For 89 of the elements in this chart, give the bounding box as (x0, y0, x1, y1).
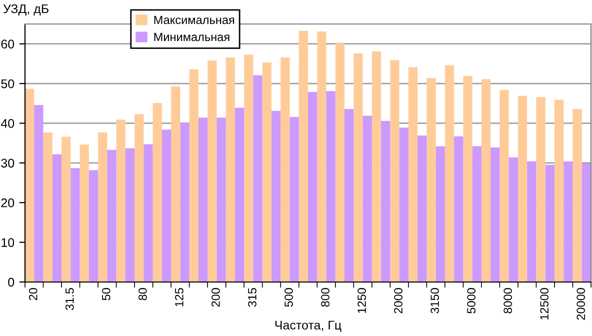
bar (80, 144, 89, 282)
bar (171, 86, 180, 282)
bar (399, 128, 408, 282)
bar (554, 100, 564, 282)
bar (244, 54, 254, 282)
bar (70, 168, 80, 282)
bar (444, 65, 454, 282)
bar (354, 53, 363, 282)
x-tick-label: 800 (321, 288, 330, 307)
x-tick-label: 5000 (467, 288, 476, 314)
bar (454, 136, 464, 282)
bar (208, 60, 217, 282)
x-tick-label: 12500 (540, 288, 549, 320)
bar (481, 79, 491, 282)
x-axis-title: Частота, Гц (275, 320, 342, 332)
bar (463, 76, 472, 282)
bar (298, 30, 308, 282)
bar (226, 57, 235, 282)
x-tick-label: 20 (28, 288, 38, 300)
bar (564, 161, 573, 282)
y-tick-label: 30 (1, 158, 14, 168)
x-tick-label: 2000 (394, 288, 402, 314)
y-tick-label: 50 (1, 79, 14, 88)
bar (234, 108, 244, 282)
bar (418, 136, 427, 282)
bar (271, 110, 281, 282)
bar (162, 130, 172, 282)
bar (390, 60, 400, 282)
bar (381, 120, 390, 282)
x-tick-label: 500 (284, 288, 293, 307)
bar (527, 161, 536, 282)
bar (326, 91, 336, 282)
bar (372, 51, 382, 282)
bar (582, 163, 591, 282)
y-tick-label: 20 (1, 198, 14, 208)
bar (545, 164, 554, 282)
y-tick-label: 40 (0, 119, 14, 128)
bar (490, 147, 500, 282)
bar (335, 43, 345, 282)
bar (508, 157, 518, 282)
bar (536, 97, 546, 282)
bar (344, 108, 354, 282)
y-tick-label: 0 (8, 278, 14, 287)
bar (198, 118, 208, 282)
bar (62, 136, 71, 282)
bar (98, 132, 108, 282)
bar (262, 62, 272, 282)
bar (134, 114, 144, 282)
bar (280, 57, 290, 282)
bar (189, 69, 198, 282)
bar (362, 116, 372, 282)
bar (180, 122, 190, 282)
bar (308, 92, 318, 282)
x-tick-label: 1250 (358, 288, 366, 313)
x-tick-label: 200 (212, 288, 220, 307)
bar (25, 88, 34, 282)
x-tick-label: 20000 (576, 288, 586, 320)
bar (144, 144, 153, 282)
bar (125, 148, 135, 282)
bar (472, 146, 482, 282)
bar (34, 104, 44, 282)
bar (88, 170, 98, 282)
x-tick-label: 315 (248, 288, 256, 307)
bar (253, 75, 262, 282)
bar (408, 67, 418, 282)
legend-label: Максимальная (154, 16, 234, 24)
bar (43, 132, 52, 282)
bar (107, 150, 116, 282)
x-tick-label: 8000 (504, 288, 512, 314)
bar (572, 108, 582, 282)
bar (426, 78, 436, 282)
bar (518, 96, 528, 282)
y-tick-label: 10 (2, 238, 14, 247)
bar (500, 90, 509, 282)
x-tick-label: 50 (102, 288, 110, 300)
x-tick-label: 80 (138, 288, 147, 300)
bar (290, 116, 299, 282)
x-tick-label: 31.5 (65, 288, 74, 310)
bar (152, 102, 162, 282)
legend-label: Минимальная (154, 32, 230, 42)
bar (436, 146, 445, 282)
y-tick-label: 60 (1, 40, 14, 48)
bar (216, 118, 226, 282)
x-tick-label: 125 (175, 288, 184, 306)
bar (116, 120, 126, 282)
x-tick-label: 3150 (430, 288, 439, 314)
bar (317, 32, 326, 282)
y-axis-title: УЗД, дБ (3, 4, 48, 16)
bar (52, 154, 62, 282)
